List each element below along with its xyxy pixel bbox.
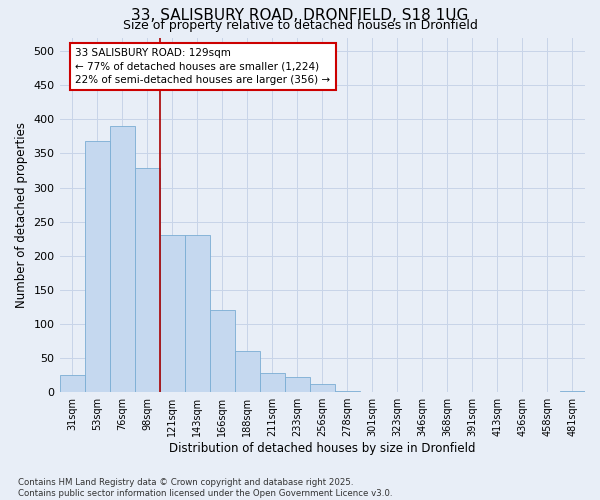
Bar (85, 141, 110, 392)
Bar (160, 236, 185, 392)
Bar (560, 391, 585, 392)
Bar (209, 310, 235, 392)
Bar (310, 384, 335, 392)
Bar (59, 375, 85, 392)
Text: Contains HM Land Registry data © Crown copyright and database right 2025.
Contai: Contains HM Land Registry data © Crown c… (18, 478, 392, 498)
Bar (110, 126, 134, 392)
X-axis label: Distribution of detached houses by size in Dronfield: Distribution of detached houses by size … (169, 442, 476, 455)
Text: 33 SALISBURY ROAD: 129sqm
← 77% of detached houses are smaller (1,224)
22% of se: 33 SALISBURY ROAD: 129sqm ← 77% of detac… (76, 48, 331, 84)
Bar (335, 391, 360, 392)
Bar (235, 352, 260, 392)
Bar (260, 373, 285, 392)
Text: 33, SALISBURY ROAD, DRONFIELD, S18 1UG: 33, SALISBURY ROAD, DRONFIELD, S18 1UG (131, 8, 469, 22)
Bar (134, 168, 160, 392)
Y-axis label: Number of detached properties: Number of detached properties (15, 122, 28, 308)
Text: Size of property relative to detached houses in Dronfield: Size of property relative to detached ho… (122, 18, 478, 32)
Bar (285, 377, 310, 392)
Bar (185, 236, 209, 392)
